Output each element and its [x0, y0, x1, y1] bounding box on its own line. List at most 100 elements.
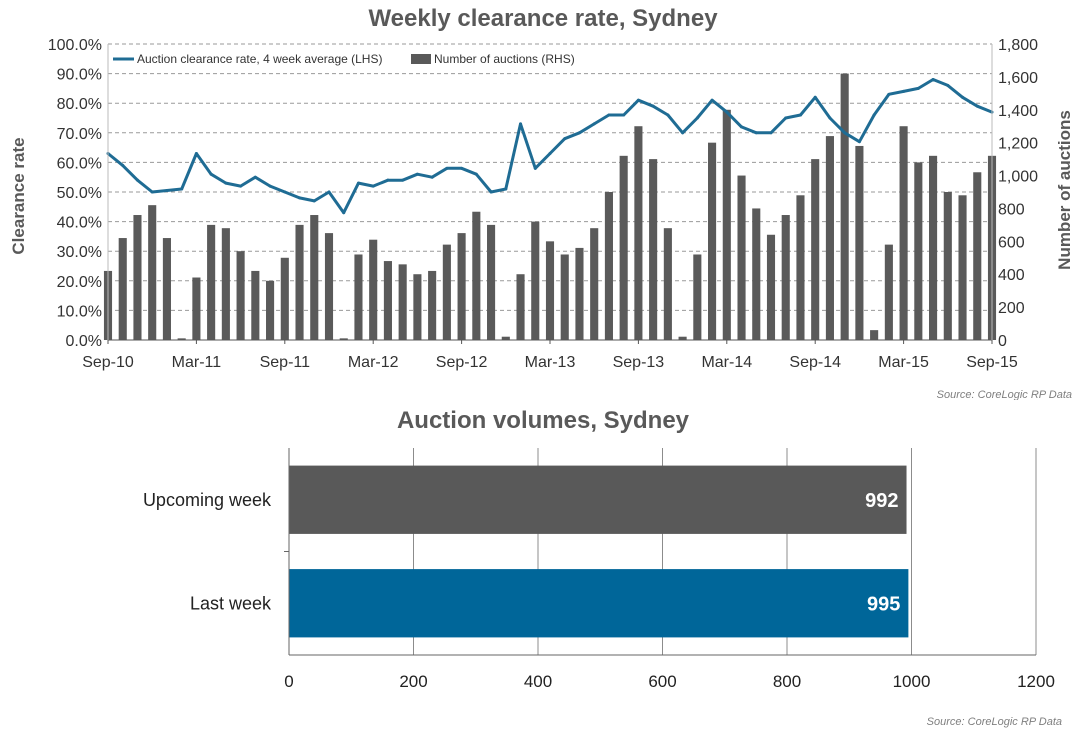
clearance-rate-point [636, 98, 640, 102]
auction-bar [958, 195, 967, 340]
auction-bar [428, 270, 437, 340]
auction-bar [545, 241, 555, 340]
auction-bar [472, 211, 481, 340]
clearance-rate-point [828, 116, 832, 120]
x-tick-label: 600 [648, 672, 676, 691]
clearance-rate-point [931, 78, 935, 82]
auction-bar [663, 228, 672, 340]
clearance-rate-point [224, 181, 228, 185]
auction-bar [973, 172, 982, 340]
clearance-rate-point [342, 211, 346, 215]
auction-bar [752, 208, 761, 340]
left-tick-label: 50.0% [57, 185, 102, 202]
x-tick-label: Mar-12 [348, 354, 399, 371]
clearance-rate-point [489, 190, 493, 194]
clearance-rate-point [298, 196, 302, 200]
auction-bar [766, 234, 776, 340]
auction-bar [266, 280, 275, 340]
right-tick-label: 800 [998, 201, 1025, 218]
auction-bar [221, 228, 230, 340]
clearance-rate-point [872, 113, 876, 117]
auction-bar [649, 159, 658, 340]
auction-bar [811, 159, 820, 340]
clearance-rate-point [283, 190, 287, 194]
x-tick-label: Sep-10 [82, 354, 134, 371]
auction-volumes-chart: Auction volumes, Sydney 992 995 0 200 400 60… [143, 407, 1062, 728]
auction-bar [487, 224, 496, 340]
clearance-rate-point [695, 116, 699, 120]
x-tick-label: 400 [524, 672, 552, 691]
auction-bar [501, 336, 510, 340]
clearance-rate-point [401, 178, 405, 182]
x-tick-label: 0 [284, 672, 293, 691]
legend-bar-label: Number of auctions (RHS) [434, 52, 575, 66]
x-tick-label: Mar-15 [878, 354, 929, 371]
legend-bar-swatch [411, 54, 431, 64]
clearance-rate-point [740, 125, 744, 129]
clearance-rate-point [371, 184, 375, 188]
clearance-rate-point [150, 190, 154, 194]
clearance-rate-point [916, 86, 920, 90]
left-tick-label: 100.0% [48, 37, 102, 54]
clearance-rate-point [312, 199, 316, 203]
auction-bar [943, 192, 952, 340]
clearance-rate-point [754, 131, 758, 135]
clearance-rate-point [710, 98, 714, 102]
auction-bar [177, 338, 186, 340]
left-tick-label: 90.0% [57, 67, 102, 84]
left-tick-label: 80.0% [57, 96, 102, 113]
auction-bar [929, 155, 938, 340]
x-tick-label: Sep-12 [436, 354, 488, 371]
category-label: Upcoming week [143, 490, 272, 510]
x-tick-label: 800 [773, 672, 801, 691]
right-tick-label: 1,000 [998, 169, 1038, 186]
right-axis-title: Number of auctions [1055, 110, 1074, 270]
auction-bar [383, 261, 392, 340]
clearance-rate-point [946, 83, 950, 87]
clearance-rate-point [327, 190, 331, 194]
clearance-rate-point [386, 178, 390, 182]
auction-bar [413, 274, 422, 340]
clearance-rate-point [666, 113, 670, 117]
clearance-rate-point [209, 172, 213, 176]
clearance-rate-point [180, 187, 184, 191]
auction-bar [295, 224, 304, 340]
right-tick-label: 400 [998, 267, 1025, 284]
clearance-rate-point [253, 175, 257, 179]
x-tick-label: Sep-11 [260, 354, 311, 371]
clearance-rate-point [784, 116, 788, 120]
clearance-rate-point [415, 172, 419, 176]
clearance-rate-point [533, 166, 537, 170]
x-tick-label: Mar-13 [525, 354, 576, 371]
clearance-rate-point [194, 152, 198, 156]
clearance-rate-point [430, 175, 434, 179]
clearance-rate-point [857, 140, 861, 144]
auction-bar [899, 126, 908, 340]
x-tick-label: 200 [399, 672, 427, 691]
left-tick-label: 60.0% [57, 155, 102, 172]
category-label: Last week [190, 593, 272, 613]
right-tick-label: 1,200 [998, 136, 1038, 153]
auction-bar [678, 336, 687, 340]
clearance-rate-point [813, 95, 817, 99]
x-tick-label: 1200 [1017, 672, 1055, 691]
auction-bar [236, 251, 245, 340]
auction-bar [369, 239, 378, 340]
left-tick-label: 30.0% [57, 244, 102, 261]
clearance-rate-chart: Weekly clearance rate, Sydney 0.0% 10.0% 2… [9, 5, 1074, 400]
auction-bar [162, 238, 171, 340]
clearance-rate-point [548, 152, 552, 156]
clearance-rate-point [165, 189, 169, 193]
right-tick-label: 1,600 [998, 70, 1038, 87]
auction-bar [531, 221, 540, 340]
x-tick-label: Sep-14 [789, 354, 841, 371]
auction-bar [914, 162, 923, 340]
left-axis-title: Clearance rate [9, 137, 28, 254]
right-tick-label: 0 [998, 333, 1007, 350]
x-tick-label: Sep-13 [613, 354, 665, 371]
auction-bar [575, 247, 584, 340]
clearance-rate-point [622, 113, 626, 117]
auction-bar [207, 224, 216, 340]
clearance-rate-point [356, 181, 360, 185]
clearance-rate-point [961, 95, 965, 99]
